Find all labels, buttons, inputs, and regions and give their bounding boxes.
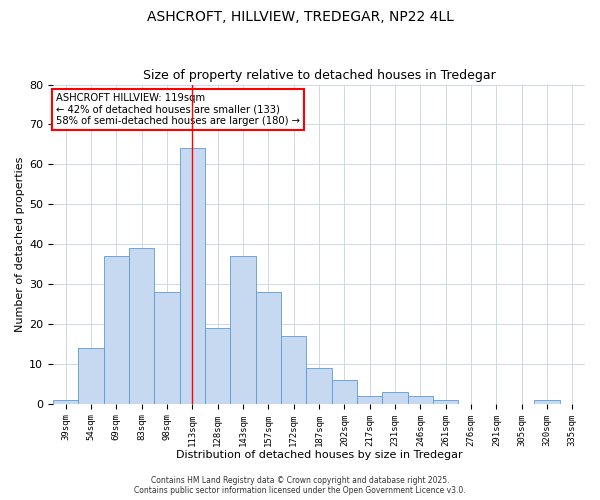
X-axis label: Distribution of detached houses by size in Tredegar: Distribution of detached houses by size … (176, 450, 463, 460)
Bar (332, 380, 357, 404)
Title: Size of property relative to detached houses in Tredegar: Size of property relative to detached ho… (143, 69, 496, 82)
Bar (79, 348, 104, 404)
Bar (154, 292, 179, 404)
Bar (53, 400, 79, 404)
Text: Contains HM Land Registry data © Crown copyright and database right 2025.
Contai: Contains HM Land Registry data © Crown c… (134, 476, 466, 495)
Text: ASHCROFT HILLVIEW: 119sqm
← 42% of detached houses are smaller (133)
58% of semi: ASHCROFT HILLVIEW: 119sqm ← 42% of detac… (56, 92, 299, 126)
Bar (205, 328, 230, 404)
Bar (357, 396, 382, 404)
Bar (230, 256, 256, 404)
Bar (382, 392, 407, 404)
Bar (256, 292, 281, 404)
Bar (129, 248, 154, 404)
Text: ASHCROFT, HILLVIEW, TREDEGAR, NP22 4LL: ASHCROFT, HILLVIEW, TREDEGAR, NP22 4LL (146, 10, 454, 24)
Bar (433, 400, 458, 404)
Bar (104, 256, 129, 404)
Y-axis label: Number of detached properties: Number of detached properties (15, 156, 25, 332)
Bar (407, 396, 433, 404)
Bar (535, 400, 560, 404)
Bar (281, 336, 307, 404)
Bar (307, 368, 332, 404)
Bar (179, 148, 205, 404)
